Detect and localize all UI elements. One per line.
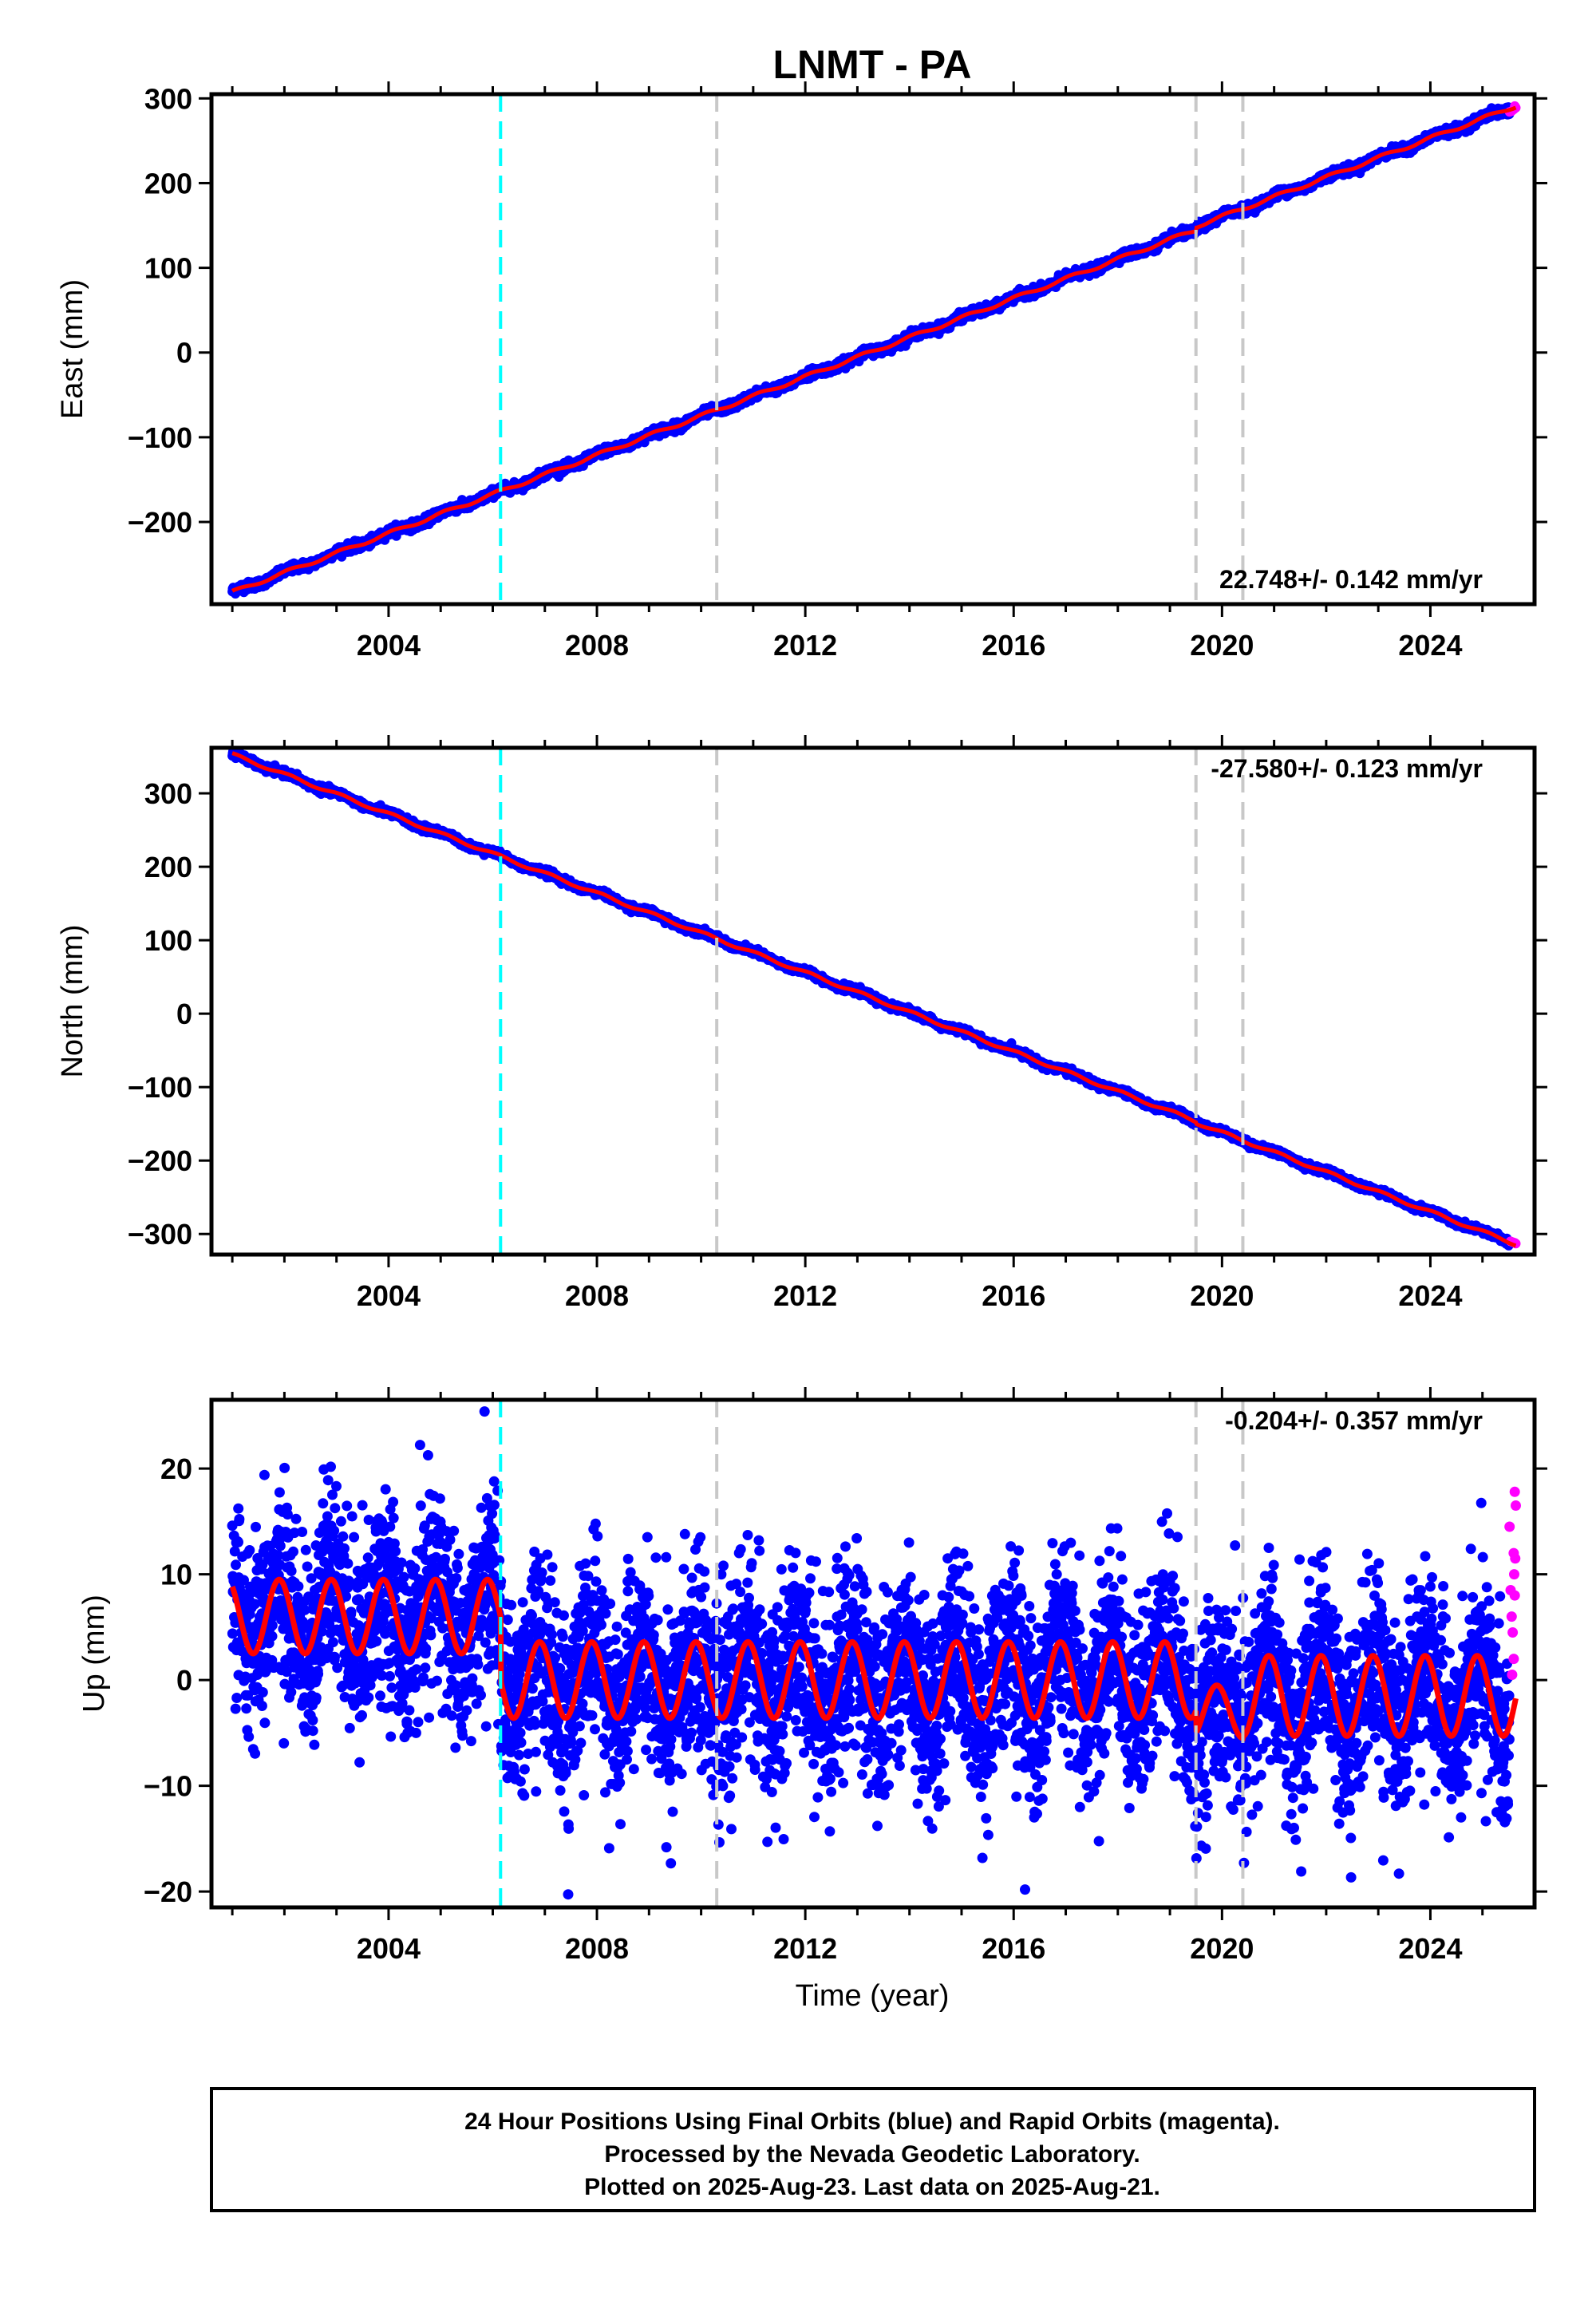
y-tick-label: 200 (144, 167, 192, 200)
x-tick-label: 2004 (357, 629, 421, 662)
x-tick-label: 2016 (982, 629, 1045, 662)
east-plot-area (227, 101, 1521, 599)
north-plot-area (227, 748, 1521, 1251)
east-rate-label: 22.748+/- 0.142 mm/yr (1219, 565, 1483, 594)
figure-title: LNMT - PA (772, 42, 971, 87)
east-y-axis-label: East (mm) (56, 279, 89, 419)
y-tick-label: 300 (144, 82, 192, 115)
east-panel: 2004 2008 2012 2016 2020 2024 −200 −100 0 100 200 3… (56, 81, 1547, 662)
x-tick-label: 2008 (565, 629, 629, 662)
y-tick-label: −100 (128, 421, 192, 454)
y-tick-label: −200 (128, 506, 192, 539)
x-tick-label: 2012 (773, 629, 837, 662)
x-tick-label: 2024 (1398, 629, 1462, 662)
north-panel: 2004 2008 2012 2016 2020 2024−300−200−1000100… (56, 735, 1547, 1312)
y-tick-label: 0 (176, 337, 192, 370)
x-tick-label: 2020 (1190, 629, 1254, 662)
y-tick-label: 100 (144, 252, 192, 285)
